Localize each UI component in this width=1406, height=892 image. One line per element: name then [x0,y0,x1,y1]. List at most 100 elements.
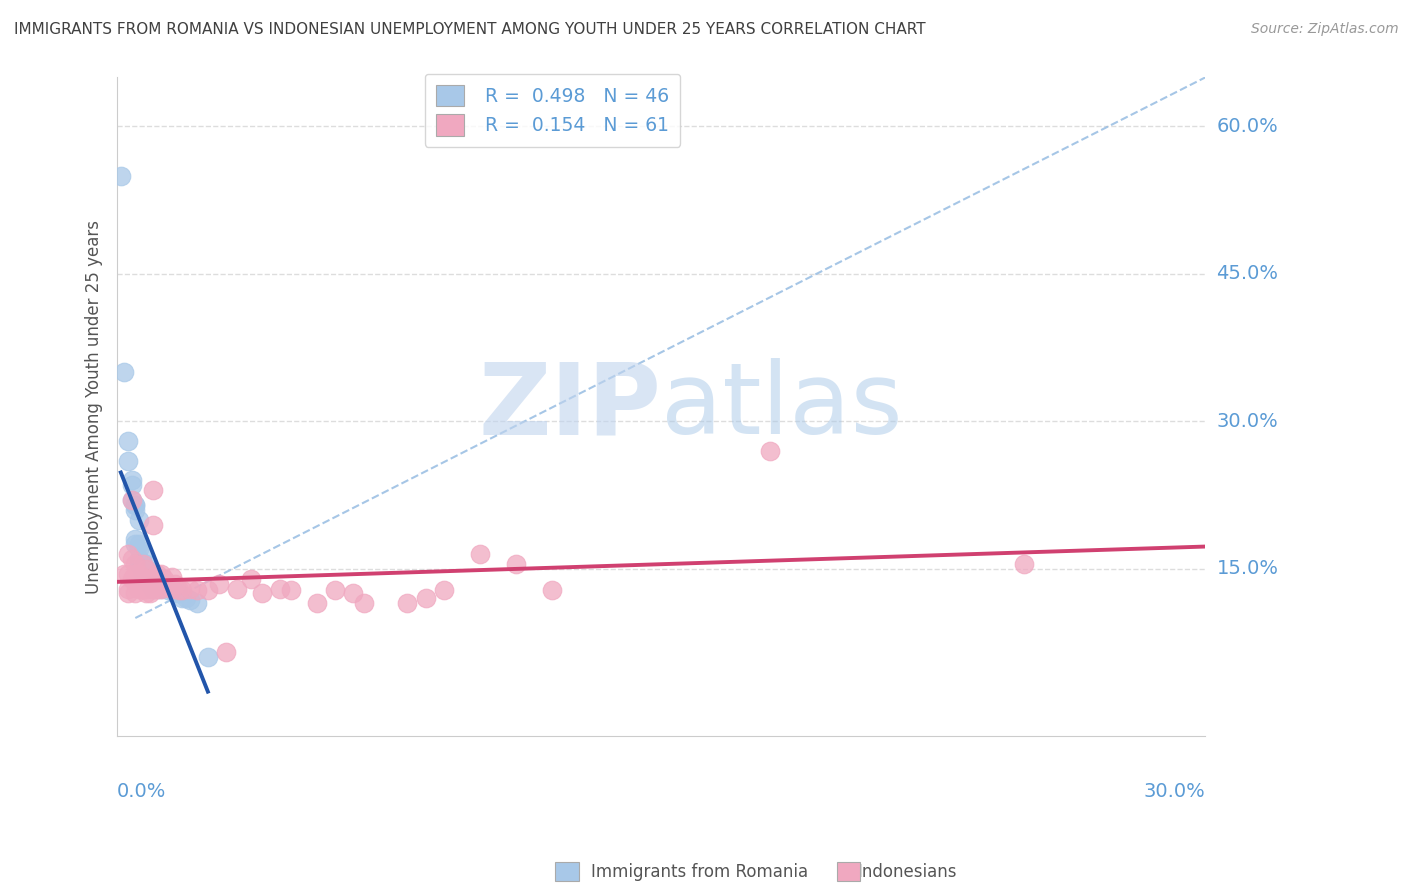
Point [240,572,263,586]
Point [117,547,139,561]
Text: atlas: atlas [661,359,903,455]
Text: IMMIGRANTS FROM ROMANIA VS INDONESIAN UNEMPLOYMENT AMONG YOUTH UNDER 25 YEARS CO: IMMIGRANTS FROM ROMANIA VS INDONESIAN UN… [14,22,925,37]
Point [172,591,194,606]
Point [124,498,146,512]
Point [139,576,162,591]
Point [121,572,143,586]
Point [128,542,150,557]
Point [128,537,150,551]
Point [131,557,153,571]
Point [208,576,231,591]
Point [124,498,146,512]
Point [468,547,491,561]
Point [121,478,143,492]
Point [128,552,150,566]
Point [396,596,419,610]
Point [156,583,179,598]
Point [121,493,143,508]
Point [131,557,153,571]
Point [433,583,456,598]
Point [146,566,169,581]
Point [124,503,146,517]
Point [149,576,172,591]
Point [139,572,162,586]
Point [117,582,139,596]
Point [110,169,132,183]
Point [197,650,219,665]
Text: Source: ZipAtlas.com: Source: ZipAtlas.com [1251,22,1399,37]
Point [135,582,157,596]
Point [160,582,183,596]
Point [353,596,375,610]
Point [505,557,527,571]
Point [165,586,187,600]
Point [117,586,139,600]
Point [128,566,150,581]
Point [124,557,146,571]
Text: ZIP: ZIP [478,359,661,455]
Point [135,586,157,600]
Point [114,566,136,581]
Point [759,443,782,458]
Point [342,586,364,600]
Legend:  R =  0.498   N = 46,  R =  0.154   N = 61: R = 0.498 N = 46, R = 0.154 N = 61 [425,73,681,147]
Point [146,574,169,588]
Point [174,591,197,606]
Point [1012,557,1035,571]
Point [197,583,219,598]
Point [131,562,153,576]
Point [415,591,437,606]
Point [146,582,169,596]
Point [541,583,564,598]
Point [323,583,346,598]
Text: Indonesians: Indonesians [858,863,957,881]
Point [121,474,143,488]
Point [121,493,143,508]
Point [139,586,162,600]
Point [131,564,153,578]
Y-axis label: Unemployment Among Youth under 25 years: Unemployment Among Youth under 25 years [86,219,103,594]
Point [142,572,165,586]
Text: Immigrants from Romania: Immigrants from Romania [591,863,807,881]
Point [149,582,172,596]
Point [146,582,169,596]
Point [135,572,157,586]
Point [128,557,150,571]
Point [131,582,153,596]
Point [135,572,157,586]
Point [149,582,172,596]
Point [160,570,183,584]
Point [186,583,208,598]
Point [124,537,146,551]
Point [156,576,179,591]
Point [128,582,150,596]
Point [117,566,139,581]
Point [153,580,176,594]
Text: 0.0%: 0.0% [117,782,166,801]
Point [139,572,162,586]
Point [117,434,139,448]
Point [225,582,247,596]
Point [149,574,172,588]
Point [135,562,157,576]
Point [142,517,165,532]
Point [124,586,146,600]
Point [131,547,153,561]
Point [114,365,136,379]
Point [131,566,153,581]
Point [153,572,176,586]
Point [117,454,139,468]
Point [142,582,165,596]
Point [139,566,162,581]
Text: 45.0%: 45.0% [1216,264,1278,284]
Point [139,564,162,578]
Point [131,572,153,586]
Point [269,582,291,596]
Point [142,483,165,498]
Point [128,513,150,527]
Point [167,583,190,598]
Text: 30.0%: 30.0% [1143,782,1205,801]
Text: 30.0%: 30.0% [1216,412,1278,431]
Point [165,576,187,591]
Point [149,566,172,581]
